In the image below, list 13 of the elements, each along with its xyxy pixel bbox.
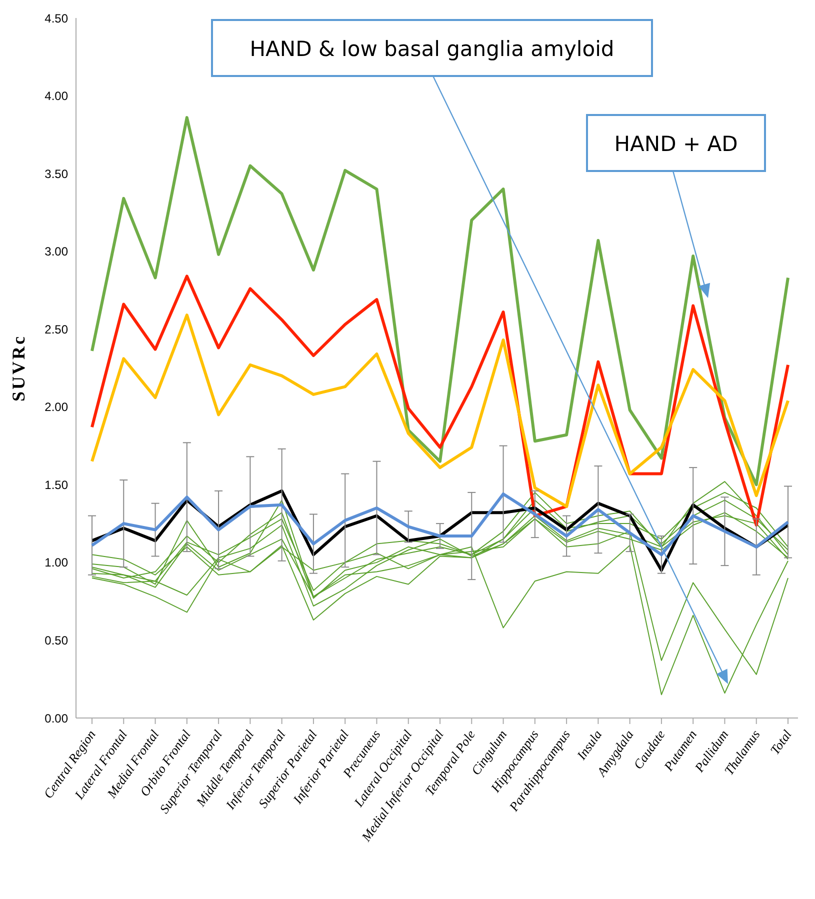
y-tick-label: 3.00 <box>44 244 68 259</box>
y-tick-label: 2.50 <box>44 322 68 336</box>
y-tick-label: 1.50 <box>44 478 68 492</box>
annotation: HAND & low basal ganglia amyloid <box>250 37 614 61</box>
annotation: HAND + AD <box>614 132 738 156</box>
y-tick-label: 1.00 <box>44 556 68 570</box>
y-tick-label: 3.50 <box>44 166 68 181</box>
y-tick-label: 2.00 <box>44 400 68 414</box>
y-axis-title: SUVRc <box>8 334 28 402</box>
y-tick-label: 0.50 <box>44 633 68 648</box>
y-tick-label: 4.00 <box>44 89 68 104</box>
y-tick-label: 0.00 <box>44 711 68 726</box>
y-tick-label: 4.50 <box>44 11 68 26</box>
